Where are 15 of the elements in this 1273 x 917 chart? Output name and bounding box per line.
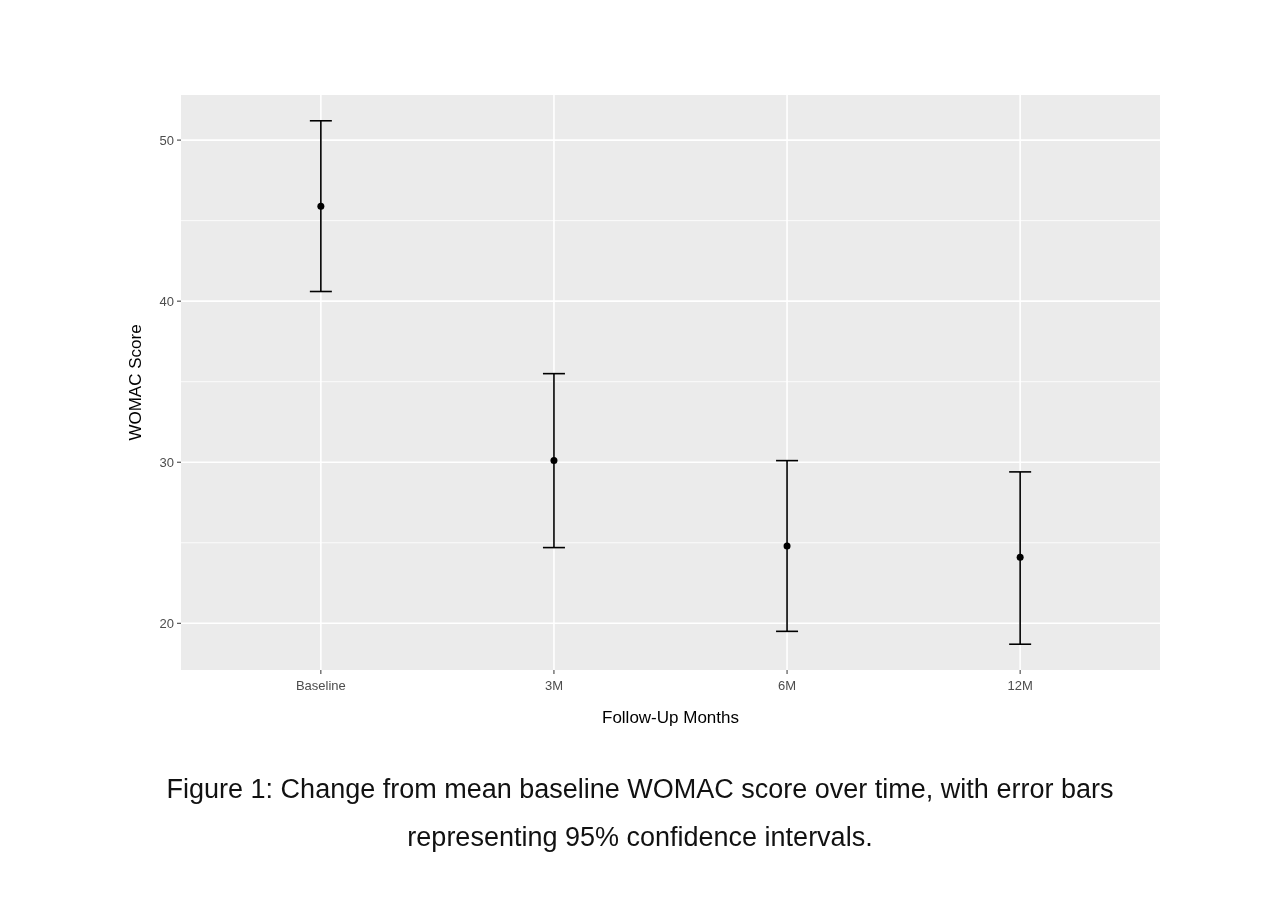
x-tick-label: 12M [1007,678,1033,693]
y-tick-label: 30 [159,454,174,470]
y-tick-label: 20 [159,615,174,631]
x-tick-label: Baseline [295,678,346,693]
caption: Figure 1: Change from mean baseline WOMAC score over time, with error bars representing 95% confidence intervals. [166,774,1114,852]
y-axis-title: WOMAC Score [126,324,145,441]
point [1016,553,1024,561]
point [550,457,558,465]
x-tick-label: 6M [778,678,797,693]
point [317,202,325,210]
x-axis-title: Follow-Up Months [602,708,739,727]
y-tick-label: 40 [159,293,174,309]
point [783,542,791,550]
y-tick-label: 50 [159,132,174,148]
x-tick-label: 3M [544,678,563,693]
